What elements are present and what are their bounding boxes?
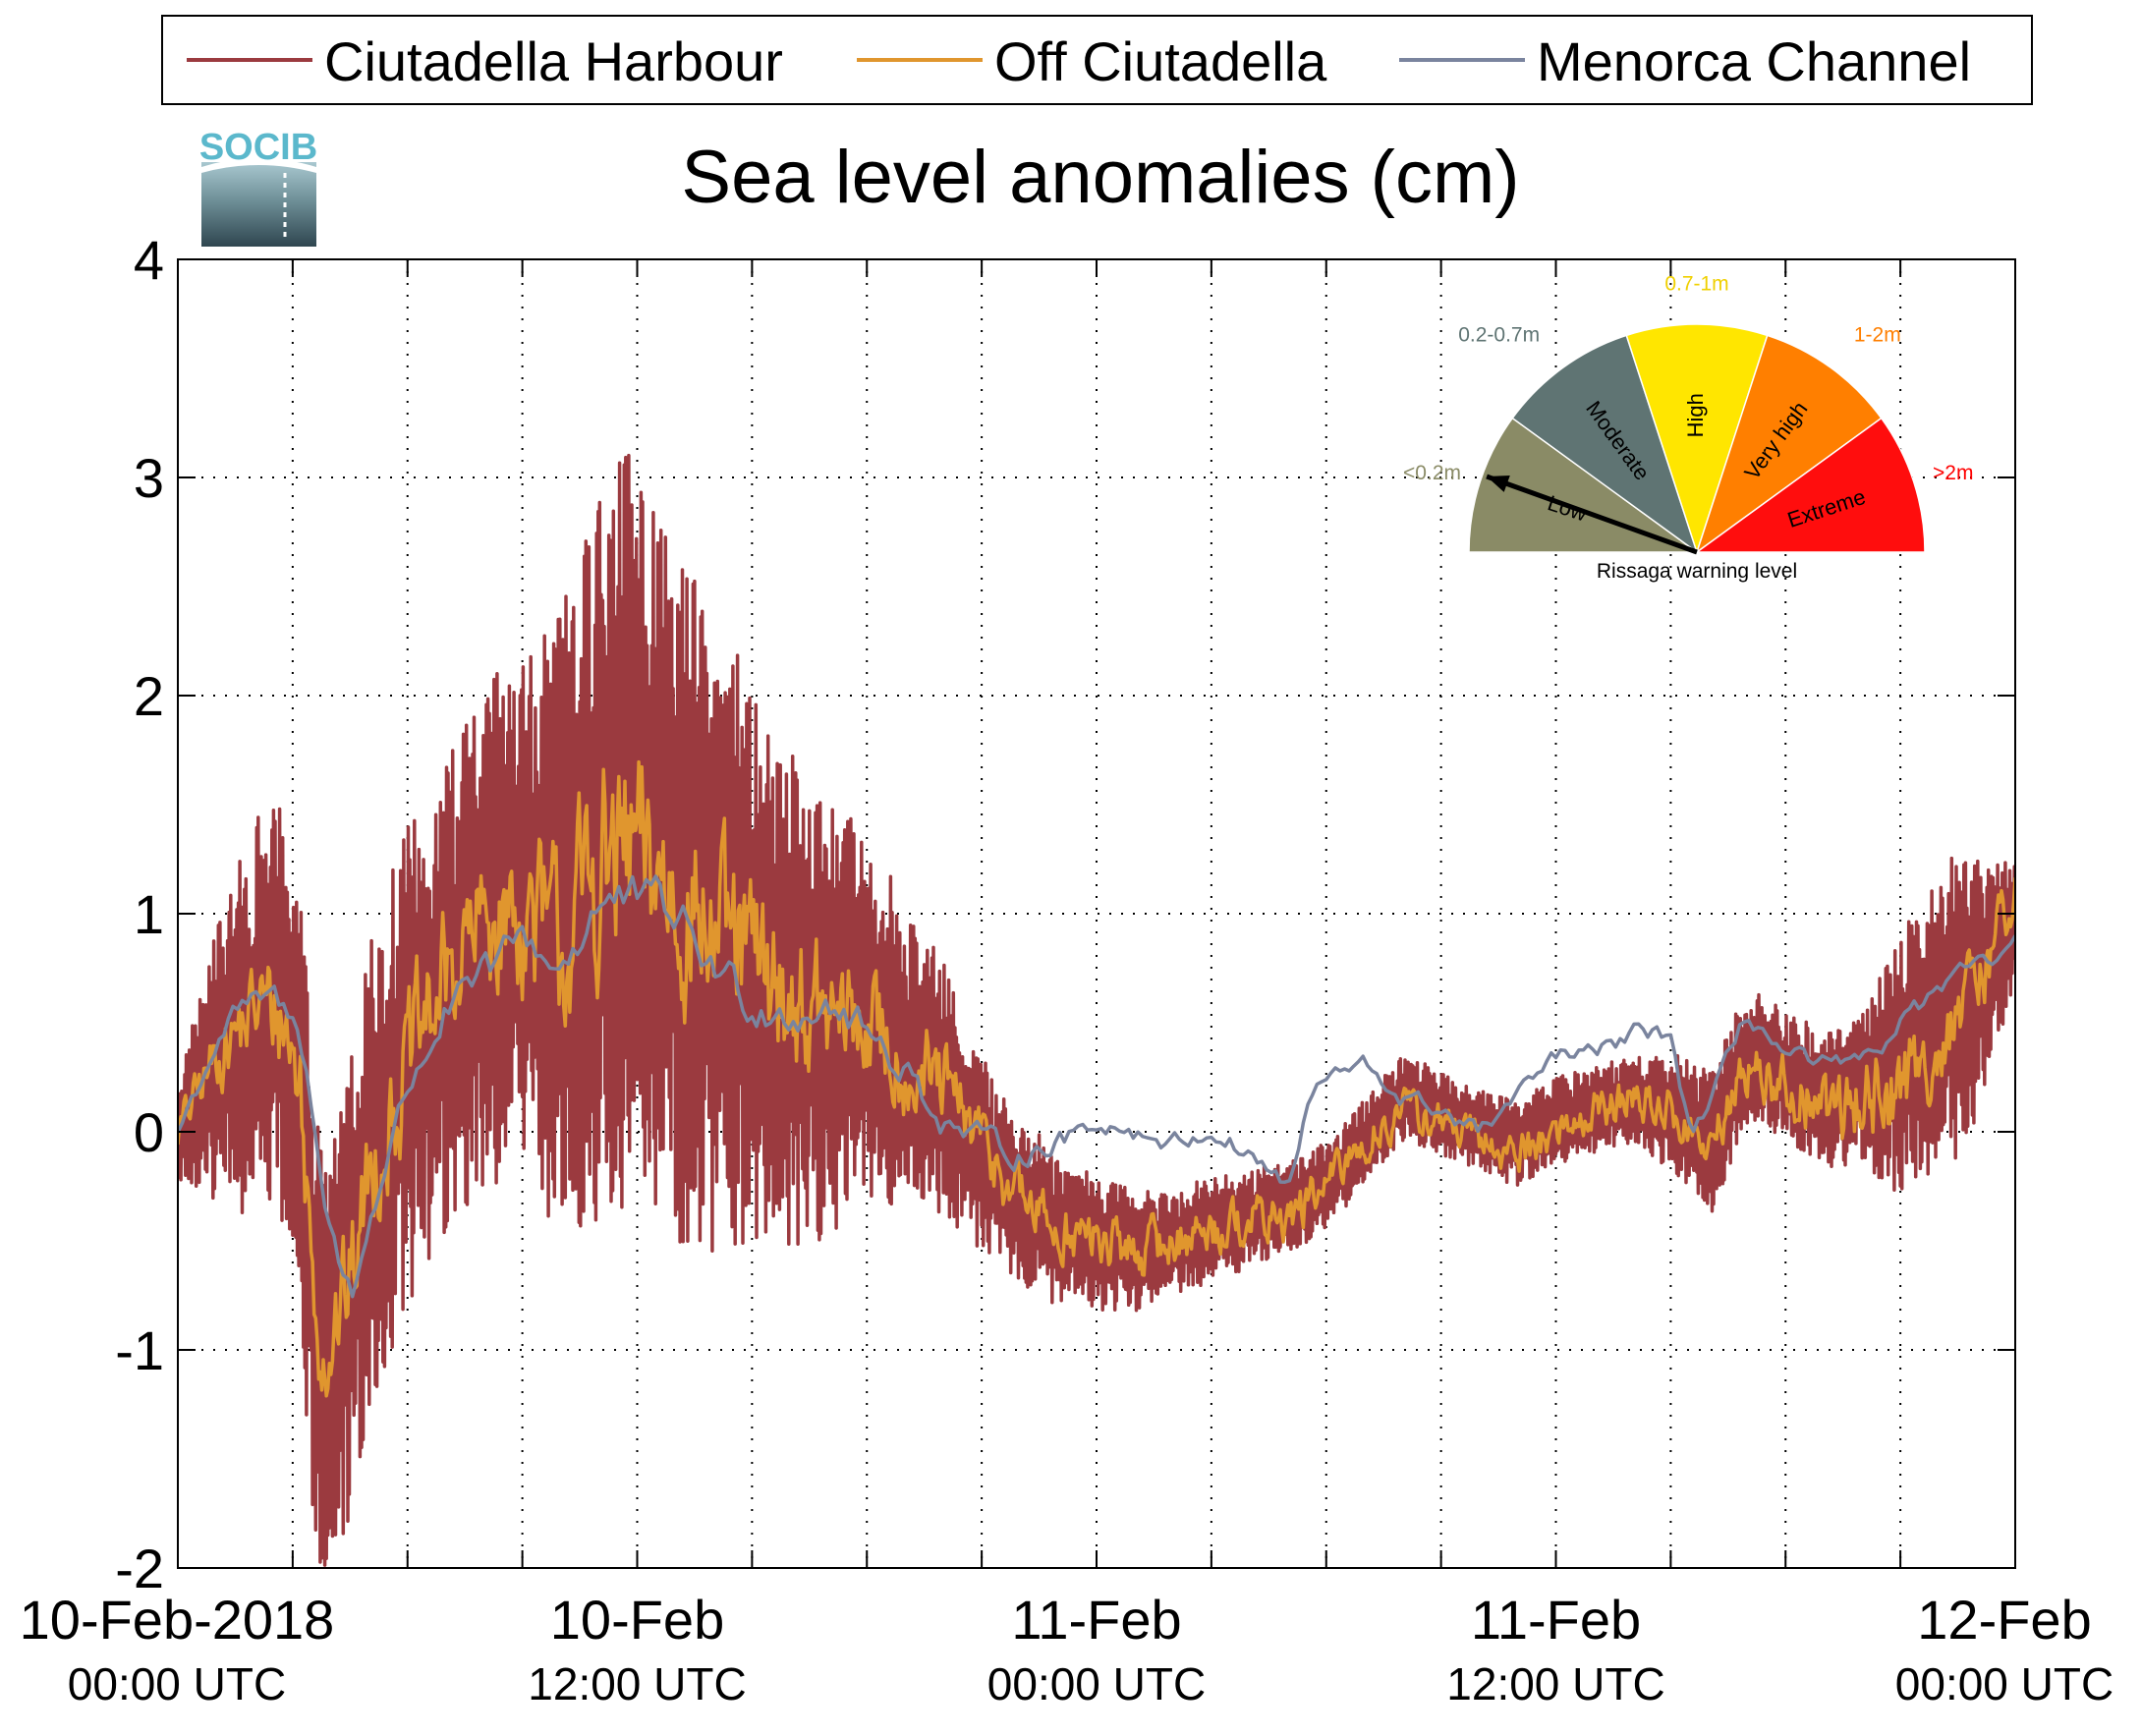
gauge-range-label: 0.7-1m — [1664, 273, 1728, 296]
series-line-menorca-channel — [178, 874, 2015, 1299]
gauge-range-label: >2m — [1933, 462, 1973, 484]
logo-water-block — [201, 162, 316, 247]
y-tick-label: 0 — [134, 1101, 164, 1163]
gauge-sector-very-high — [1695, 334, 1883, 554]
x-tick-label-time: 12:00 UTC — [1446, 1658, 1664, 1709]
x-tick-labels: 10-Feb-2018 00:00 UTC 10-Feb 12:00 UTC 11-Fe… — [20, 1589, 2114, 1709]
x-tick-label-time: 12:00 UTC — [528, 1658, 746, 1709]
gauge-needle — [1486, 474, 1698, 555]
legend-entry-off-ciutadella: Off Ciutadella — [857, 30, 1327, 92]
y-tick-label: 1 — [134, 883, 164, 945]
x-tick-label-time: 00:00 UTC — [987, 1658, 1206, 1709]
plot-area: -2 -1 0 1 2 3 4 10-Feb-2018 00:00 UTC 10-Feb 12:0… — [20, 229, 2114, 1709]
y-tick-label: -1 — [115, 1319, 164, 1381]
gauge-sector-low — [1468, 417, 1700, 553]
legend-frame — [161, 15, 2033, 105]
gauge-category-label: High — [1683, 393, 1708, 437]
gauge-sector-extreme — [1694, 417, 1926, 553]
legend-label-off-ciutadella: Off Ciutadella — [994, 30, 1327, 92]
plot-frame — [177, 258, 2016, 1569]
x-tick-label-date: 10-Feb-2018 — [20, 1589, 335, 1651]
y-tick-label: 4 — [134, 229, 164, 291]
legend-label-ciutadella-harbour: Ciutadella Harbour — [324, 30, 783, 92]
axis-ticks — [178, 258, 2015, 1569]
gauge-caption: Rissaga warning level — [1597, 560, 1797, 583]
legend-entry-menorca-channel: Menorca Channel — [1399, 30, 1971, 92]
gauge-sector-moderate — [1511, 334, 1699, 554]
gauge-needle-head — [1487, 476, 1510, 492]
socib-logo: SOCIB — [199, 127, 317, 247]
y-tick-labels: -2 -1 0 1 2 3 4 — [115, 229, 164, 1599]
x-tick-label-date: 10-Feb — [550, 1589, 724, 1651]
legend-entry-ciutadella-harbour: Ciutadella Harbour — [187, 30, 783, 92]
gauge-sector-high — [1625, 323, 1769, 555]
gauge-range-label: 1-2m — [1854, 323, 1901, 346]
x-tick-label-date: 12-Feb — [1917, 1589, 2091, 1651]
x-tick-label-time: 00:00 UTC — [1895, 1658, 2113, 1709]
series-line-off-ciutadella — [178, 759, 2015, 1398]
logo-text: SOCIB — [199, 127, 317, 168]
legend: Ciutadella Harbour Off Ciutadella Menorc… — [161, 15, 2033, 105]
x-tick-label-date: 11-Feb — [1011, 1589, 1181, 1651]
gauge-range-label: 0.2-0.7m — [1458, 323, 1540, 346]
series-line-ciutadella-harbour — [178, 453, 2015, 1567]
legend-label-menorca-channel: Menorca Channel — [1537, 30, 1971, 92]
gauge-range-label: <0.2m — [1403, 462, 1461, 484]
x-tick-label-time: 00:00 UTC — [68, 1658, 286, 1709]
x-tick-label-date: 11-Feb — [1471, 1589, 1641, 1651]
y-tick-label: -2 — [115, 1538, 164, 1599]
y-tick-label: 2 — [134, 665, 164, 727]
chart-title: Sea level anomalies (cm) — [681, 136, 1519, 219]
series-lines — [178, 453, 2015, 1567]
logo-wave — [201, 158, 316, 173]
y-tick-label: 3 — [134, 447, 164, 509]
